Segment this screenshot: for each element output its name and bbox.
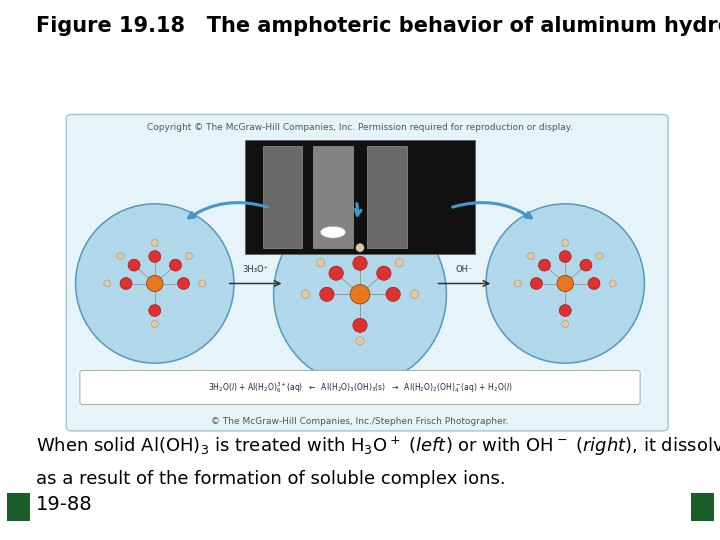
Bar xyxy=(263,146,302,248)
Ellipse shape xyxy=(128,259,140,271)
Text: Figure 19.18   The amphoteric behavior of aluminum hydroxide.: Figure 19.18 The amphoteric behavior of … xyxy=(36,16,720,36)
Text: OH⁻: OH⁻ xyxy=(456,265,473,274)
Ellipse shape xyxy=(514,280,521,287)
Ellipse shape xyxy=(274,204,446,384)
Ellipse shape xyxy=(562,320,569,328)
Text: 3H$_2$O($l$) + Al(H$_2$O)$_6^{3+}$(aq)  $\leftarrow$  Al(H$_2$O)$_3$(OH)$_3$(s) : 3H$_2$O($l$) + Al(H$_2$O)$_6^{3+}$(aq) $… xyxy=(208,380,512,395)
Ellipse shape xyxy=(353,318,367,333)
Ellipse shape xyxy=(117,252,124,260)
Bar xyxy=(367,146,407,248)
Ellipse shape xyxy=(588,278,600,289)
Ellipse shape xyxy=(104,280,111,287)
Ellipse shape xyxy=(562,239,569,247)
Bar xyxy=(313,146,353,248)
Ellipse shape xyxy=(320,287,334,301)
Ellipse shape xyxy=(151,239,158,247)
Ellipse shape xyxy=(559,251,571,262)
Text: © The McGraw-Hill Companies, Inc./Stephen Frisch Photographer.: © The McGraw-Hill Companies, Inc./Stephe… xyxy=(211,417,509,426)
Ellipse shape xyxy=(356,244,364,252)
Ellipse shape xyxy=(486,204,644,363)
Ellipse shape xyxy=(329,266,343,280)
Text: When solid Al(OH)$_3$ is treated with H$_3$O$^+$ ($\it{left}$) or with OH$^-$ ($: When solid Al(OH)$_3$ is treated with H$… xyxy=(36,435,720,458)
Text: 3H₃O⁺: 3H₃O⁺ xyxy=(243,265,269,274)
Ellipse shape xyxy=(147,275,163,292)
Ellipse shape xyxy=(386,287,400,301)
Ellipse shape xyxy=(120,278,132,289)
Text: Copyright © The McGraw-Hill Companies, Inc. Permission required for reproduction: Copyright © The McGraw-Hill Companies, I… xyxy=(147,123,573,132)
Ellipse shape xyxy=(76,204,234,363)
Ellipse shape xyxy=(320,226,346,238)
Ellipse shape xyxy=(596,252,603,260)
FancyBboxPatch shape xyxy=(80,370,640,404)
Ellipse shape xyxy=(169,259,181,271)
Ellipse shape xyxy=(377,266,391,280)
Ellipse shape xyxy=(149,305,161,316)
Ellipse shape xyxy=(410,290,419,299)
Ellipse shape xyxy=(350,285,370,304)
Ellipse shape xyxy=(539,259,551,271)
Text: as a result of the formation of soluble complex ions.: as a result of the formation of soluble … xyxy=(36,470,505,488)
Ellipse shape xyxy=(149,251,161,262)
Ellipse shape xyxy=(186,252,192,260)
Ellipse shape xyxy=(199,280,206,287)
Ellipse shape xyxy=(151,320,158,328)
Ellipse shape xyxy=(557,275,573,292)
Bar xyxy=(7,493,30,521)
Ellipse shape xyxy=(301,290,310,299)
Bar xyxy=(245,140,475,254)
Ellipse shape xyxy=(317,258,325,267)
Ellipse shape xyxy=(559,305,571,316)
Text: 19-88: 19-88 xyxy=(36,495,93,514)
Ellipse shape xyxy=(178,278,189,289)
Ellipse shape xyxy=(531,278,542,289)
Bar xyxy=(691,493,714,521)
Ellipse shape xyxy=(353,256,367,271)
Ellipse shape xyxy=(356,336,364,345)
Ellipse shape xyxy=(395,258,403,267)
Ellipse shape xyxy=(528,252,534,260)
FancyBboxPatch shape xyxy=(66,114,668,431)
Ellipse shape xyxy=(580,259,592,271)
Ellipse shape xyxy=(609,280,616,287)
